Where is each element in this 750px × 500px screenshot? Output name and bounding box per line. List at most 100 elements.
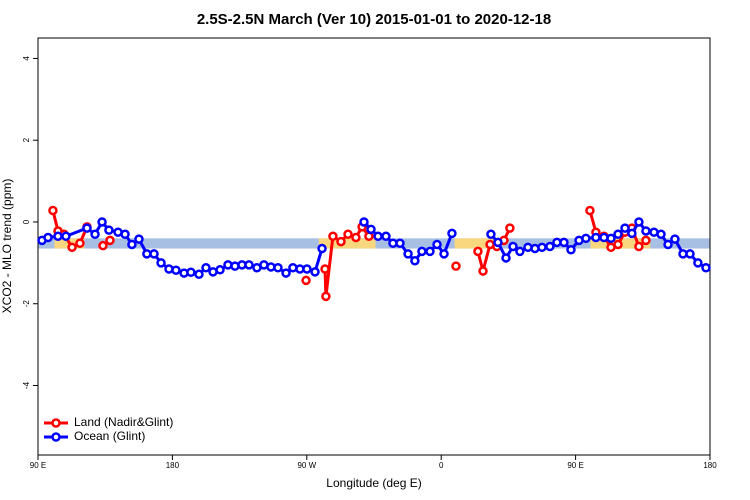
point (302, 264, 312, 274)
point (53, 231, 63, 242)
y-tick-label: -4 (22, 381, 31, 389)
point (381, 231, 391, 242)
point (515, 246, 525, 257)
point (613, 229, 623, 239)
point (149, 249, 159, 259)
point (493, 237, 503, 248)
point (641, 235, 651, 246)
point (359, 217, 369, 227)
x-tick-label: 180 (703, 461, 717, 470)
point (641, 226, 651, 236)
point (75, 238, 85, 248)
legend-marker (51, 418, 61, 428)
point (310, 267, 320, 277)
point (281, 268, 291, 278)
point (425, 246, 435, 257)
point (90, 229, 100, 239)
point (606, 233, 616, 244)
point (439, 249, 449, 259)
point (591, 232, 601, 243)
point (120, 229, 130, 239)
point (566, 245, 576, 255)
x-tick-label: 90 W (297, 461, 316, 470)
point (343, 229, 353, 239)
point (321, 291, 331, 302)
point (410, 256, 420, 266)
point (186, 267, 196, 278)
point (656, 229, 666, 239)
point (663, 239, 673, 250)
point (98, 240, 108, 251)
point (317, 243, 327, 254)
point (451, 261, 461, 271)
point (508, 241, 518, 252)
point (701, 263, 711, 273)
point (215, 265, 225, 275)
point (473, 246, 483, 257)
point (634, 241, 644, 252)
point (585, 205, 595, 216)
point (432, 239, 442, 250)
point (581, 233, 591, 244)
point (134, 234, 144, 244)
y-tick-label: -2 (22, 300, 31, 308)
plot-frame (37, 37, 711, 456)
point (97, 217, 107, 227)
point (351, 232, 361, 243)
point (273, 263, 283, 273)
point (82, 223, 92, 233)
x-axis-label: Longitude (deg E) (326, 476, 421, 490)
point (328, 231, 338, 242)
x-tick-label: 180 (166, 461, 180, 470)
point (559, 237, 569, 248)
point (620, 223, 630, 233)
shaded-band (318, 238, 376, 249)
legend-label: Ocean (Glint) (74, 429, 145, 443)
point (301, 275, 311, 286)
legend-label: Land (Nadir&Glint) (74, 415, 173, 429)
legend-marker (51, 432, 61, 442)
point (627, 228, 637, 239)
point (336, 236, 346, 247)
point (670, 234, 680, 244)
x-tick-label: 90 E (30, 461, 46, 470)
point (171, 265, 181, 275)
point (395, 238, 405, 248)
point (545, 241, 555, 252)
point (505, 223, 515, 233)
point (685, 249, 695, 259)
y-tick-label: 0 (22, 219, 31, 224)
point (104, 225, 114, 235)
point (320, 264, 330, 274)
y-tick-label: 4 (22, 56, 31, 61)
point (478, 266, 488, 276)
point (537, 242, 547, 253)
point (366, 224, 376, 235)
point (194, 269, 204, 280)
point (501, 253, 511, 263)
x-tick-label: 90 E (567, 461, 583, 470)
series-line (51, 210, 647, 297)
point (244, 260, 254, 270)
point (447, 228, 457, 239)
point (693, 258, 703, 268)
chart-title: 2.5S-2.5N March (Ver 10) 2015-01-01 to 2… (197, 11, 551, 28)
point (43, 232, 53, 243)
point (127, 239, 137, 250)
point (486, 229, 496, 239)
point (403, 249, 413, 259)
x-tick-label: 0 (439, 461, 444, 470)
point (105, 235, 115, 246)
point (67, 242, 77, 253)
y-axis-label: XCO2 - MLO trend (ppm) (0, 179, 14, 314)
point (61, 231, 71, 242)
shaded-band (454, 238, 500, 249)
y-tick-label: 2 (22, 137, 31, 142)
point (201, 263, 211, 273)
point (156, 258, 166, 268)
point (613, 239, 623, 250)
point (417, 246, 427, 257)
point (373, 231, 383, 242)
